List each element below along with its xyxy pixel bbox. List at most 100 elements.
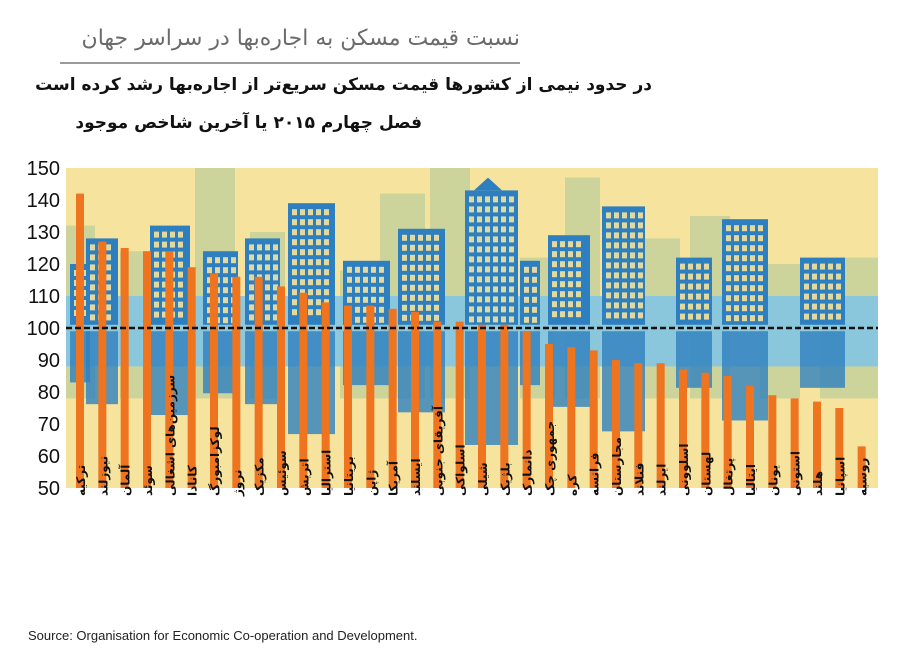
building-window — [734, 265, 739, 272]
building-window — [90, 304, 95, 311]
building-window — [162, 241, 167, 248]
building-window — [379, 286, 384, 293]
building-window — [622, 252, 627, 259]
bar-2 — [98, 241, 107, 488]
building-window — [493, 246, 498, 253]
building-window — [477, 206, 482, 213]
building-window — [469, 216, 474, 223]
building-window — [292, 249, 297, 256]
building-window — [178, 241, 183, 248]
building-window — [750, 255, 755, 262]
bar-11 — [299, 292, 308, 488]
building-window — [750, 235, 755, 242]
building-window — [750, 295, 755, 302]
building-window — [493, 256, 498, 263]
building-window — [614, 292, 619, 299]
building-window — [630, 222, 635, 229]
building-window — [630, 262, 635, 269]
building-window — [426, 234, 431, 241]
building-window — [207, 287, 212, 294]
building-window — [524, 266, 529, 273]
building-window — [207, 307, 212, 314]
building-window — [696, 283, 701, 290]
building-window — [576, 301, 581, 308]
building-window — [316, 219, 321, 226]
x-tick-label-group: ایسلند — [409, 458, 423, 496]
building-window — [524, 296, 529, 303]
building-window — [758, 225, 763, 232]
building-window — [324, 229, 329, 236]
building-window — [485, 286, 490, 293]
x-tick-label: روسیه — [856, 458, 871, 496]
building — [548, 235, 590, 325]
building-window — [418, 274, 423, 281]
building-window — [162, 261, 167, 268]
building-window — [726, 285, 731, 292]
building-window — [308, 289, 313, 296]
building-window — [696, 273, 701, 280]
building-window — [704, 293, 709, 300]
building-window — [638, 262, 643, 269]
building-window — [828, 283, 833, 290]
building-window — [758, 275, 763, 282]
x-tick-label: جمهوری چک — [543, 421, 558, 496]
building-window — [477, 196, 482, 203]
bar-29 — [701, 372, 710, 488]
building-window — [426, 274, 431, 281]
x-tick-label-group: استونی — [789, 451, 804, 496]
building-window — [688, 303, 693, 310]
building-window — [257, 254, 262, 261]
bar-7 — [210, 273, 218, 488]
building-window — [742, 315, 747, 322]
building-window — [402, 264, 407, 271]
building-window — [622, 292, 627, 299]
building-window — [836, 283, 841, 290]
building-window — [568, 251, 573, 258]
building-window — [249, 294, 254, 301]
building-window — [207, 267, 212, 274]
bar-28 — [679, 369, 687, 488]
building-window — [501, 216, 506, 223]
building-window — [614, 232, 619, 239]
building-window — [726, 255, 731, 262]
building-window — [106, 274, 111, 281]
x-tick-label: فنلاند — [632, 463, 646, 496]
building-window — [418, 244, 423, 251]
building-window — [434, 264, 439, 271]
building-window — [308, 219, 313, 226]
building-window — [820, 283, 825, 290]
x-tick-label: اسپانیا — [833, 457, 847, 496]
chart-title: نسبت قیمت مسکن به اجاره‌بها در سراسر جها… — [81, 26, 520, 51]
building-window — [355, 316, 360, 323]
x-tick-label-group: ترکیه — [74, 465, 88, 496]
x-tick-label-group: سوئیس — [275, 450, 290, 496]
building-window — [249, 284, 254, 291]
building-window — [207, 277, 212, 284]
building-window — [265, 264, 270, 271]
building-window — [154, 231, 159, 238]
building-window — [509, 216, 514, 223]
y-tick-label: 110 — [28, 286, 60, 308]
building-window — [828, 293, 833, 300]
building-window — [509, 316, 514, 323]
building-window — [265, 274, 270, 281]
building-window — [509, 286, 514, 293]
building-window — [106, 254, 111, 261]
building-window — [477, 286, 482, 293]
building-window — [630, 282, 635, 289]
building-window — [509, 226, 514, 233]
building-window — [418, 264, 423, 271]
building-window — [426, 294, 431, 301]
building-window — [820, 293, 825, 300]
building-window — [742, 285, 747, 292]
x-tick-label-group: سرزمین‌های اشغالی — [163, 375, 177, 496]
building-window — [812, 273, 817, 280]
y-tick-label: 120 — [27, 254, 60, 276]
x-tick-label-group: کانادا — [186, 465, 200, 496]
building-window — [106, 314, 111, 321]
x-tick-label-group: ایرلند — [655, 464, 669, 496]
x-tick-label: ایسلند — [409, 458, 423, 496]
building-window — [726, 275, 731, 282]
building-reflection — [203, 331, 238, 394]
building-window — [750, 265, 755, 272]
